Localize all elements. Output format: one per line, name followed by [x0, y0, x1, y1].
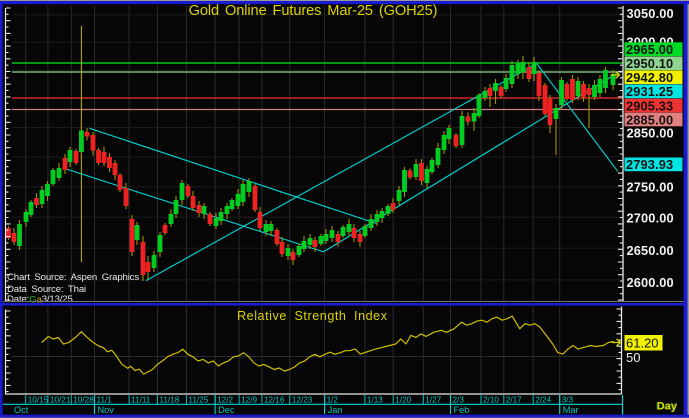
svg-text:11/25: 11/25	[188, 395, 208, 404]
svg-text:2600.00: 2600.00	[627, 275, 674, 290]
svg-text:Gold Online Futures Mar-25 (GO: Gold Online Futures Mar-25 (GOH25)	[189, 3, 438, 19]
svg-text:2850.00: 2850.00	[627, 126, 674, 141]
svg-text:1/27: 1/27	[425, 395, 441, 404]
svg-text:Feb: Feb	[454, 405, 470, 415]
svg-text:2793.93: 2793.93	[626, 157, 673, 172]
svg-text:Date:Ga3/13/25: Date:Ga3/13/25	[7, 294, 73, 305]
svg-text:2/3: 2/3	[453, 395, 465, 404]
svg-text:1/20: 1/20	[395, 395, 411, 404]
svg-text:10/21: 10/21	[50, 395, 71, 404]
svg-text:11/18: 11/18	[159, 395, 179, 404]
svg-text:2885.00: 2885.00	[626, 112, 673, 127]
svg-text:Oct: Oct	[14, 405, 29, 415]
svg-text:11/11: 11/11	[131, 395, 151, 404]
svg-text:50: 50	[626, 350, 640, 365]
svg-text:2931.25: 2931.25	[626, 84, 673, 99]
svg-text:12/9: 12/9	[241, 395, 257, 404]
svg-text:Jan: Jan	[328, 405, 343, 415]
svg-text:3050.00: 3050.00	[627, 6, 674, 21]
svg-text:Dec: Dec	[218, 405, 235, 415]
svg-text:2650.00: 2650.00	[627, 243, 674, 258]
svg-text:1/13: 1/13	[367, 395, 383, 404]
svg-text:Chart Source: Aspen Graphics: Chart Source: Aspen Graphics	[7, 272, 139, 283]
svg-text:Data Source: Thai: Data Source: Thai	[7, 284, 86, 295]
svg-text:2700.00: 2700.00	[627, 211, 674, 226]
svg-text:2965.00: 2965.00	[626, 42, 673, 57]
svg-text:2950.10: 2950.10	[626, 56, 673, 71]
svg-text:Nov: Nov	[98, 405, 115, 415]
svg-text:Day: Day	[657, 401, 678, 413]
svg-text:1/2: 1/2	[327, 395, 339, 404]
svg-text:10/28: 10/28	[73, 395, 94, 404]
svg-text:2750.00: 2750.00	[627, 180, 674, 195]
svg-text:12/2: 12/2	[217, 395, 233, 404]
svg-text:Relative Strength Index: Relative Strength Index	[237, 309, 388, 323]
svg-text:11/1: 11/1	[97, 395, 113, 404]
svg-text:2942.80: 2942.80	[626, 70, 673, 85]
svg-text:2/10: 2/10	[483, 395, 499, 404]
svg-text:12/16: 12/16	[264, 395, 285, 404]
svg-text:2/17: 2/17	[506, 395, 522, 404]
svg-text:12/23: 12/23	[292, 395, 313, 404]
svg-text:2/24: 2/24	[535, 395, 551, 404]
svg-text:Mar: Mar	[563, 405, 579, 415]
svg-text:2905.33: 2905.33	[626, 98, 673, 113]
svg-text:61.20: 61.20	[626, 336, 659, 351]
svg-text:10/15: 10/15	[28, 395, 49, 404]
svg-text:3/3: 3/3	[562, 395, 574, 404]
